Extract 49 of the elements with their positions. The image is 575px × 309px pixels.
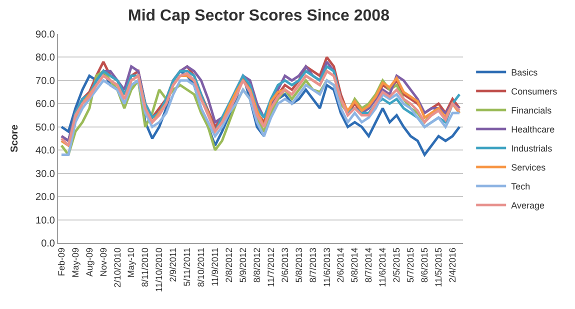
y-tick-label: 0.0 [41, 238, 56, 250]
x-tick-label: 8/7/2013 [308, 248, 318, 283]
x-tick-label: May-10 [126, 248, 136, 278]
x-tick-label: 2/8/2012 [224, 248, 234, 283]
x-tick-label: 2/5/2015 [392, 248, 402, 283]
y-axis-title: Score [10, 124, 21, 152]
x-tick-label: 5/9/2012 [238, 248, 248, 283]
legend-label: Healthcare [511, 124, 555, 135]
x-tick-label: 5/8/2014 [350, 248, 360, 283]
x-tick-label: 8/6/2015 [420, 248, 430, 283]
y-tick-label: 20.0 [36, 192, 56, 204]
x-tick-label: 8/8/2012 [252, 248, 262, 283]
y-tick-label: 40.0 [36, 146, 56, 157]
x-tick-label: 11/6/2014 [378, 248, 388, 287]
legend-label: Industrials [511, 144, 553, 154]
x-tick-label: 8/10/2011 [196, 248, 206, 287]
x-tick-label: Feb-09 [56, 248, 66, 276]
x-tick-label: 2/10/2010 [112, 248, 122, 288]
chart-title: Mid Cap Sector Scores Since 2008 [128, 7, 390, 24]
legend-label: Services [511, 162, 546, 173]
y-tick-label: 60.0 [36, 99, 56, 110]
y-tick-label: 50.0 [36, 122, 56, 134]
legend-label: Basics [511, 68, 538, 78]
x-tick-label: May-09 [70, 248, 80, 278]
x-tick-label: 2/9/2011 [168, 248, 178, 282]
x-tick-label: Aug-09 [84, 248, 94, 277]
x-tick-label: 5/11/2011 [182, 248, 192, 286]
x-tick-label: 11/9/2011 [210, 248, 220, 286]
legend-label: Average [511, 200, 544, 211]
x-tick-label: 11/6/2013 [322, 248, 332, 287]
x-tick-label: Nov-09 [98, 248, 108, 277]
x-tick-label: 8/11/2010 [140, 248, 150, 287]
x-tick-label: 2/6/2013 [280, 248, 290, 283]
x-tick-label: 8/7/2014 [364, 248, 374, 283]
y-tick-label: 30.0 [36, 168, 56, 180]
x-tick-label: 5/8/2013 [294, 248, 304, 283]
x-tick-label: 11/5/2015 [433, 248, 444, 287]
legend-label: Tech [511, 182, 530, 192]
y-tick-label: 80.0 [36, 52, 56, 64]
x-tick-label: 11/7/2012 [266, 248, 276, 287]
legend-label: Consumers [511, 86, 558, 97]
x-tick-label: 5/7/2015 [406, 248, 416, 283]
x-tick-label: 11/10/2010 [154, 248, 164, 292]
x-tick-label: 2/6/2014 [336, 248, 346, 283]
x-tick-label: 2/4/2016 [447, 248, 458, 283]
legend-label: Financials [511, 106, 552, 116]
y-tick-label: 10.0 [36, 215, 56, 226]
y-tick-label: 70.0 [36, 76, 56, 87]
y-tick-label: 90.0 [36, 30, 56, 40]
